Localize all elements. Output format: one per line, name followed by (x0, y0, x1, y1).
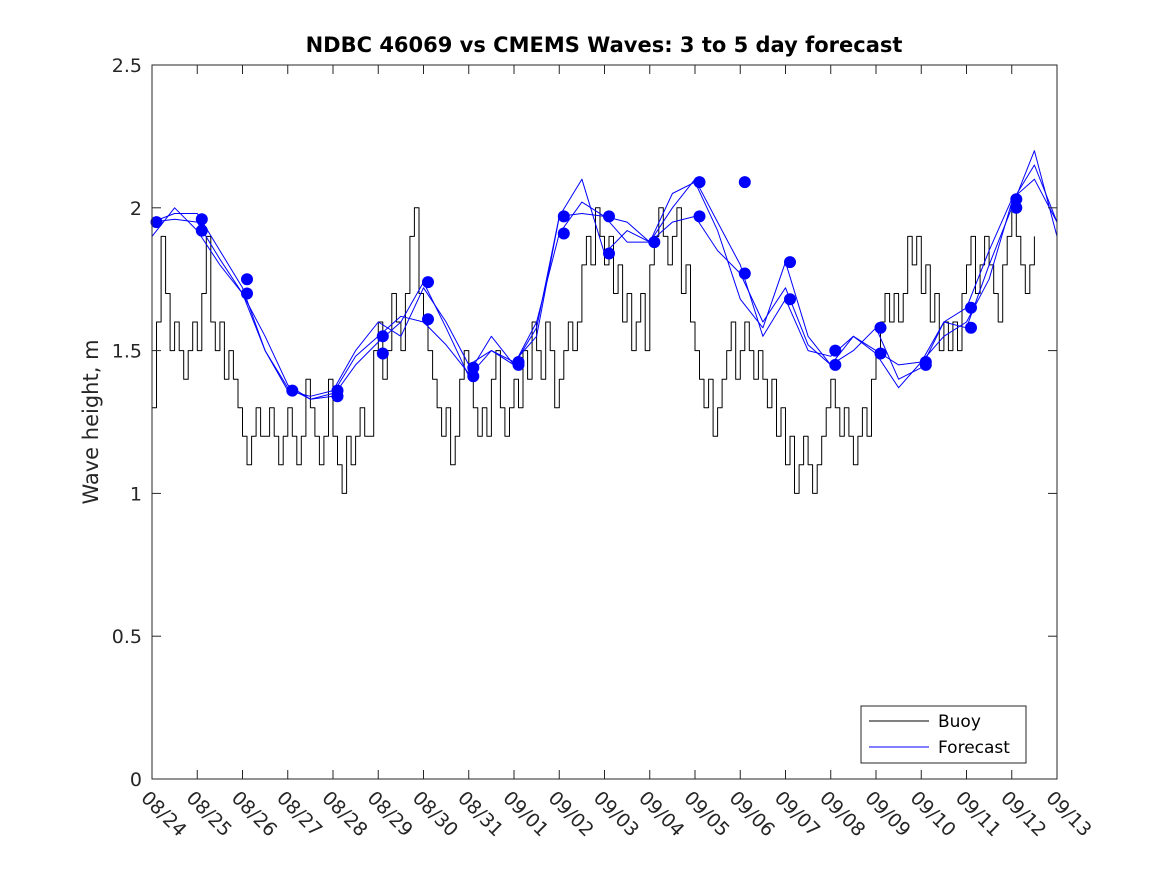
legend-buoy-label: Buoy (938, 712, 981, 732)
forecast-marker (965, 301, 977, 314)
forecast-marker (376, 347, 389, 360)
forecast-marker (195, 213, 208, 226)
y-tick-label: 0.5 (112, 626, 142, 648)
forecast-marker (829, 358, 842, 371)
data-layer (150, 150, 1058, 494)
y-tick-label: 0 (130, 769, 142, 791)
forecast-marker (241, 287, 253, 300)
y-tick-label: 1.5 (112, 341, 142, 363)
forecast-marker (874, 347, 887, 360)
forecast-marker (195, 224, 208, 237)
y-axis-label: Wave height, m (79, 339, 103, 504)
forecast-marker (557, 227, 570, 240)
forecast-marker (422, 276, 434, 289)
forecast-marker (1010, 193, 1023, 206)
legend-box (860, 705, 1027, 764)
y-tick-label: 2 (130, 198, 142, 220)
legend: Buoy Forecast (860, 705, 1027, 764)
forecast-marker (738, 176, 751, 189)
forecast-marker (512, 358, 525, 371)
forecast-marker (874, 321, 887, 334)
forecast-marker (919, 358, 932, 371)
forecast-marker (422, 313, 434, 326)
legend-forecast-label: Forecast (938, 738, 1010, 758)
forecast-marker (738, 267, 751, 280)
forecast-marker (150, 216, 163, 229)
forecast-marker (829, 344, 842, 357)
y-tick-label: 1 (130, 483, 142, 505)
forecast-marker (784, 256, 796, 269)
forecast-marker (557, 210, 570, 223)
y-tick-label: 2.5 (112, 55, 142, 77)
forecast-marker (1010, 201, 1023, 214)
forecast-marker (467, 370, 480, 383)
forecast-marker (467, 361, 480, 374)
forecast-marker (965, 321, 977, 334)
forecast-marker (693, 210, 706, 223)
forecast-marker (376, 330, 389, 343)
forecast-marker (241, 273, 253, 286)
forecast-marker (331, 390, 344, 403)
forecast-marker (603, 247, 615, 260)
forecast-marker (648, 236, 661, 249)
forecast-marker (784, 293, 796, 306)
chart-title: NDBC 46069 vs CMEMS Waves: 3 to 5 day fo… (306, 33, 903, 57)
plot-area (152, 65, 1057, 779)
forecast-marker (603, 210, 615, 223)
buoy-series-line (152, 207, 1035, 494)
forecast-marker (286, 384, 299, 397)
forecast-marker (693, 176, 706, 189)
